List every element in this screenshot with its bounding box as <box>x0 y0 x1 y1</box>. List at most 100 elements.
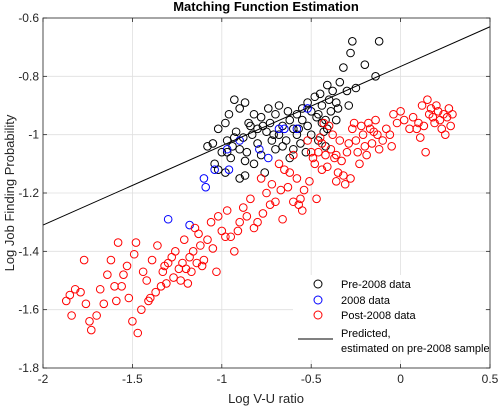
data-point <box>221 232 230 242</box>
data-point <box>265 200 275 209</box>
data-point <box>124 293 134 303</box>
data-point <box>331 115 341 125</box>
data-point <box>240 98 250 107</box>
data-point <box>263 153 273 163</box>
data-point <box>289 150 298 160</box>
data-point <box>235 217 244 227</box>
data-point <box>389 109 398 119</box>
data-point <box>305 177 314 186</box>
data-point <box>79 255 89 265</box>
data-point <box>128 317 137 326</box>
data-point <box>303 98 312 107</box>
data-point <box>280 124 289 134</box>
data-point <box>303 121 312 131</box>
data-point <box>224 109 234 119</box>
data-point <box>430 118 439 128</box>
legend-label: Post-2008 data <box>341 310 416 322</box>
data-point <box>396 107 405 116</box>
data-point <box>310 92 320 102</box>
legend-marker <box>313 310 323 320</box>
data-point <box>162 279 171 288</box>
data-point <box>158 267 168 277</box>
data-point <box>348 124 357 134</box>
data-point <box>213 212 223 221</box>
data-point <box>194 229 203 239</box>
data-point <box>113 238 123 247</box>
data-point <box>297 115 307 125</box>
data-point <box>117 282 126 291</box>
data-point <box>278 214 287 224</box>
data-point <box>242 212 252 221</box>
data-point <box>151 287 160 297</box>
data-point <box>274 130 284 139</box>
data-point <box>249 159 259 169</box>
data-point <box>81 299 91 309</box>
data-point <box>346 48 355 58</box>
data-point <box>289 197 298 207</box>
data-point <box>362 150 371 160</box>
data-point <box>326 144 336 154</box>
data-point <box>292 124 302 134</box>
data-point <box>256 174 266 183</box>
legend: Pre-2008 data 2008 data Post-2008 data Pred… <box>293 275 490 360</box>
data-point <box>310 159 320 169</box>
data-point <box>442 112 452 122</box>
series-3 <box>42 26 491 226</box>
data-point <box>414 118 423 128</box>
data-point <box>297 206 307 215</box>
data-point <box>217 147 227 157</box>
y-tick-label: -1.2 <box>18 186 39 200</box>
data-point <box>278 142 287 151</box>
data-point <box>230 247 239 256</box>
data-point <box>446 121 455 131</box>
data-point <box>133 328 143 338</box>
data-point <box>242 147 252 157</box>
data-point <box>176 276 185 285</box>
legend-marker <box>313 279 323 289</box>
data-point <box>292 174 302 183</box>
data-point <box>201 182 211 192</box>
data-point <box>255 144 264 154</box>
data-point <box>231 127 241 137</box>
data-point <box>274 124 284 134</box>
data-point <box>349 118 359 128</box>
data-point <box>199 255 209 265</box>
data-point <box>314 147 323 157</box>
data-point <box>321 150 330 160</box>
legend-marker <box>313 295 323 305</box>
data-point <box>274 159 284 169</box>
data-point <box>106 255 116 265</box>
data-point <box>342 86 352 96</box>
data-point <box>197 261 207 271</box>
y-tick-label: -1.4 <box>18 244 39 258</box>
data-point <box>358 130 368 139</box>
data-point <box>145 293 155 303</box>
y-tick-label: -1.6 <box>18 303 39 317</box>
data-point <box>263 104 273 113</box>
data-point <box>70 284 80 294</box>
data-point <box>65 290 75 300</box>
data-point <box>92 311 101 320</box>
data-point <box>346 174 355 183</box>
data-point <box>344 139 354 148</box>
data-point <box>238 203 248 212</box>
data-point <box>85 317 94 326</box>
data-point <box>271 197 280 207</box>
data-point <box>296 139 305 148</box>
series-2 <box>61 95 457 338</box>
data-point <box>103 270 112 279</box>
data-point <box>95 284 105 294</box>
data-point <box>169 273 178 282</box>
data-point <box>340 179 350 189</box>
data-point <box>324 121 334 131</box>
data-point <box>230 133 239 142</box>
data-point <box>267 179 277 189</box>
data-point <box>419 121 429 131</box>
data-point <box>129 249 139 259</box>
data-point <box>360 60 370 69</box>
data-point <box>315 89 325 99</box>
data-point <box>326 107 336 116</box>
data-point <box>276 185 286 195</box>
data-point <box>333 168 343 177</box>
data-point <box>256 150 266 160</box>
